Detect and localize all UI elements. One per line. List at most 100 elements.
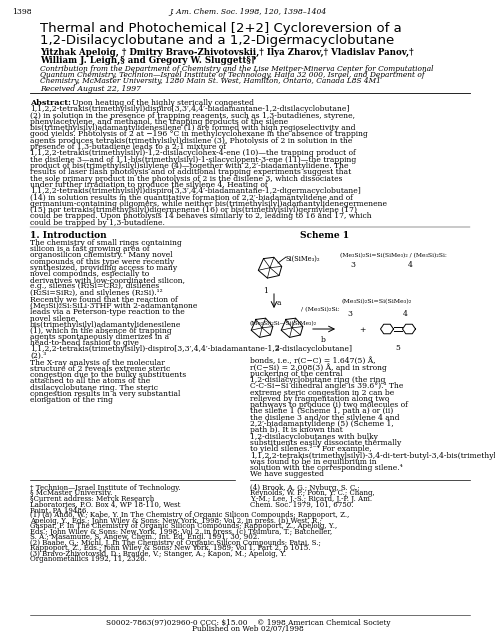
Text: 3: 3 <box>347 310 352 318</box>
Text: 1398: 1398 <box>12 8 32 16</box>
Text: path b). It is known that: path b). It is known that <box>250 426 343 435</box>
Text: William J. Leigh,§ and Gregory W. Sluggett§⁋: William J. Leigh,§ and Gregory W. Slugge… <box>40 56 256 65</box>
Text: results of laser flash photolysis and of additional trapping experiments suggest: results of laser flash photolysis and of… <box>30 168 351 176</box>
Text: (Me₃Si)₂Si=Si(SiMe₃)₂ / (Me₃Si)₂Si:: (Me₃Si)₂Si=Si(SiMe₃)₂ / (Me₃Si)₂Si: <box>340 253 447 258</box>
Text: Recently we found that the reaction of: Recently we found that the reaction of <box>30 296 178 304</box>
Text: Si(SiMe₃)₂: Si(SiMe₃)₂ <box>286 255 320 263</box>
Text: good yields. Photolysis of 2 at −196 °C in methylcyclohexane in the absence of t: good yields. Photolysis of 2 at −196 °C … <box>30 131 368 138</box>
Text: extreme steric congestion in 2 can be: extreme steric congestion in 2 can be <box>250 388 394 397</box>
Text: (1), which in the absence of trapping: (1), which in the absence of trapping <box>30 327 172 335</box>
Text: 1,1,2,2-tetrakis(trimethylsilyl)-3,4-di-tert-butyl-3,4-bis(trimethylsilyloxy)-1,: 1,1,2,2-tetrakis(trimethylsilyl)-3,4-di-… <box>250 451 495 460</box>
Text: r(C−Si) = 2.008(3) Å, and in strong: r(C−Si) = 2.008(3) Å, and in strong <box>250 364 387 372</box>
Text: synthesized, providing access to many: synthesized, providing access to many <box>30 264 177 272</box>
Text: bis(trimethylsilyl)adamantylidenesilene (1) are formed with high regioselectivit: bis(trimethylsilyl)adamantylidenesilene … <box>30 124 355 132</box>
Text: could be trapped by 1,3-butadiene.: could be trapped by 1,3-butadiene. <box>30 219 165 227</box>
Text: We have suggested: We have suggested <box>250 470 324 479</box>
Text: pathways to produce (i) two molecules of: pathways to produce (i) two molecules of <box>250 401 408 409</box>
Text: § McMaster University.: § McMaster University. <box>30 489 112 497</box>
Text: 1,1,2,2-tetrakis(trimethylsilyl)dispiro[3,3′,4,4′-biadamantane-1,2-disilacyclobu: 1,1,2,2-tetrakis(trimethylsilyl)dispiro[… <box>30 106 349 113</box>
Text: Upon heating of the highly sterically congested: Upon heating of the highly sterically co… <box>72 99 254 107</box>
Text: (R₂Si=SiR₂), and silylenes (R₂Si).¹²: (R₂Si=SiR₂), and silylenes (R₂Si).¹² <box>30 289 163 296</box>
Text: (Me₃Si)₂Si=Si(SiMe₃)₂: (Me₃Si)₂Si=Si(SiMe₃)₂ <box>342 299 412 304</box>
Text: 4: 4 <box>402 310 407 318</box>
Text: C-C-Si−Si dihedral angle is 39.6°).³ The: C-C-Si−Si dihedral angle is 39.6°).³ The <box>250 382 403 390</box>
Text: Abstract:: Abstract: <box>30 99 71 107</box>
Text: head-to-head fashion to give: head-to-head fashion to give <box>30 339 139 347</box>
Text: +: + <box>359 326 365 334</box>
Text: attached to all the atoms of the: attached to all the atoms of the <box>30 378 150 385</box>
Text: 1,2-disilacyclobutanes with bulky: 1,2-disilacyclobutanes with bulky <box>250 433 378 440</box>
Text: §Current address: Merck Research: §Current address: Merck Research <box>30 495 154 502</box>
Text: 2,2′-biadamantylidene (5) (Scheme 1,: 2,2′-biadamantylidene (5) (Scheme 1, <box>250 420 394 428</box>
Text: the silene 1 (Scheme 1, path a) or (ii): the silene 1 (Scheme 1, path a) or (ii) <box>250 408 393 415</box>
Text: Published on Web 02/07/1998: Published on Web 02/07/1998 <box>192 625 304 633</box>
Text: structure of 2 reveals extreme steric: structure of 2 reveals extreme steric <box>30 365 170 373</box>
Text: Received August 22, 1997: Received August 22, 1997 <box>40 85 141 93</box>
Text: S. A.; Masamune, S. Angew. Chem., Int. Ed. Engl. 1991, 30, 902.: S. A.; Masamune, S. Angew. Chem., Int. E… <box>30 533 259 541</box>
Text: (2).³: (2).³ <box>30 351 46 360</box>
Text: (Me₃Si)₂Si—Si(SiMe₃)₂: (Me₃Si)₂Si—Si(SiMe₃)₂ <box>250 321 317 326</box>
Text: The X-ray analysis of the molecular: The X-ray analysis of the molecular <box>30 359 165 367</box>
Text: phenylacetylene, and methanol, the trapping products of the silene: phenylacetylene, and methanol, the trapp… <box>30 118 288 126</box>
Text: congestion results in a very substantial: congestion results in a very substantial <box>30 390 180 398</box>
Text: the sole primary product in the photolysis of 2 is the disilene 3, which dissoci: the sole primary product in the photolys… <box>30 175 343 182</box>
Text: Eds.; John Wiley & Sons: New York, 1998; Vol 2, in press. (c) Tsumura, T.; Batch: Eds.; John Wiley & Sons: New York, 1998;… <box>30 528 332 536</box>
Text: relieved by fragmentation along two: relieved by fragmentation along two <box>250 395 390 403</box>
Text: J. Am. Chem. Soc. 1998, 120, 1398–1404: J. Am. Chem. Soc. 1998, 120, 1398–1404 <box>169 8 327 16</box>
Text: congestion due to the bulky substituents: congestion due to the bulky substituents <box>30 371 186 379</box>
Text: compounds of this type were recently: compounds of this type were recently <box>30 258 174 266</box>
Text: agents spontaneously dimerizes in a: agents spontaneously dimerizes in a <box>30 333 169 341</box>
Text: Reynolds, W. P.; Poon, Y. C.; Chang,: Reynolds, W. P.; Poon, Y. C.; Chang, <box>250 489 375 497</box>
Text: Yitzhak Apeloig, † Dmitry Bravo-Zhivotovskii,† Ilya Zharov,† Vladislav Panov,†: Yitzhak Apeloig, † Dmitry Bravo-Zhivotov… <box>40 48 414 57</box>
Text: product of bis(trimethylsilyl)silylene (4)—together with 2,2′-biadamantylidene. : product of bis(trimethylsilyl)silylene (… <box>30 162 348 170</box>
Text: organosilicon chemistry.¹ Many novel: organosilicon chemistry.¹ Many novel <box>30 252 173 259</box>
Text: substituents easily dissociate thermally: substituents easily dissociate thermally <box>250 439 401 447</box>
Text: Contribution from the Department of Chemistry and the Lise Meitner-Minerva Cente: Contribution from the Department of Chem… <box>40 65 434 73</box>
Text: (2) in solution in the presence of trapping reagents, such as 1,3-butadienes, st: (2) in solution in the presence of trapp… <box>30 111 355 120</box>
Text: elongation of the ring: elongation of the ring <box>30 396 113 404</box>
Text: novel compounds, especially to: novel compounds, especially to <box>30 270 149 278</box>
Text: Quantum Chemistry, Technion—Israel Institute of Technology, Haifa 32 000, Israel: Quantum Chemistry, Technion—Israel Insti… <box>40 71 425 79</box>
Text: 2: 2 <box>275 344 280 352</box>
Text: could be trapped. Upon photolysis 14 behaves similarly to 2, leading to 16 and 1: could be trapped. Upon photolysis 14 beh… <box>30 212 372 220</box>
Text: 1,2-disilacyclobutane ring (the ring: 1,2-disilacyclobutane ring (the ring <box>250 376 386 384</box>
Text: Organometallics 1992, 11, 2326.: Organometallics 1992, 11, 2326. <box>30 556 147 563</box>
Text: puckering of the central: puckering of the central <box>250 370 343 378</box>
Text: bis(trimethylsilyl)adamantylidenesilene: bis(trimethylsilyl)adamantylidenesilene <box>30 321 181 328</box>
Text: (2) Baabe, G.; Michl, J. In The Chemistry of Organic Silicon Compounds; Patai, S: (2) Baabe, G.; Michl, J. In The Chemistr… <box>30 539 321 547</box>
Text: S0002-7863(97)02960-0 CCC: $15.00    © 1998 American Chemical Society: S0002-7863(97)02960-0 CCC: $15.00 © 1998… <box>106 619 390 627</box>
Text: 1,1,2,2-tetrakis(trimethylsilyl)-dispiro[3,3′,4,4′-biadamantane-1,2-disilacyclob: 1,1,2,2-tetrakis(trimethylsilyl)-dispiro… <box>30 346 352 353</box>
Text: was found to be in equilibrium in: was found to be in equilibrium in <box>250 458 377 466</box>
Text: Laboratories, P.O. Box 4, WP 18-110, West: Laboratories, P.O. Box 4, WP 18-110, Wes… <box>30 500 180 508</box>
Text: (1) (a) Ando, W.; Kabe, Y. In The Chemistry of Organic Silicon Compounds; Rappop: (1) (a) Ando, W.; Kabe, Y. In The Chemis… <box>30 511 349 519</box>
Text: 1,1,2,2-tetrakis(trimethylsilyl)dispiro[3,3′,4,4′-biadamantane-1,2-digermacyclob: 1,1,2,2-tetrakis(trimethylsilyl)dispiro[… <box>30 188 361 195</box>
Text: Gaspar, P. In The Chemistry of Organic Silicon Compounds; Rappoport, Z., Apeloig: Gaspar, P. In The Chemistry of Organic S… <box>30 522 337 530</box>
Text: † Technion—Israel Institute of Technology.: † Technion—Israel Institute of Technolog… <box>30 484 181 492</box>
Text: 1,1,2,2-tetrakis(trimethylsilyl)-1,2-disilacyclohex-4-ene (10)—the trapping prod: 1,1,2,2-tetrakis(trimethylsilyl)-1,2-dis… <box>30 149 356 157</box>
Text: Rappoport, Z., Eds.; John Wiley & Sons: New York, 1989; Vol 1, Part 2, p 1015.: Rappoport, Z., Eds.; John Wiley & Sons: … <box>30 544 310 552</box>
Text: Y.-M.; Lee, J.-S.; Ricard, J.-P. J. Am.: Y.-M.; Lee, J.-S.; Ricard, J.-P. J. Am. <box>250 495 372 502</box>
Text: silicon is a fast growing area of: silicon is a fast growing area of <box>30 245 149 253</box>
Text: to yield silenes.²⁻⁴ For example,: to yield silenes.²⁻⁴ For example, <box>250 445 372 453</box>
Text: the disilene 3—and of 1,1-bis(trimethylsilyl)-1-silacyclopent-3-ene (11)—the tra: the disilene 3—and of 1,1-bis(trimethyls… <box>30 156 356 164</box>
Text: Apeloig, Y., Eds.; John Wiley & Sons: New York, 1998; Vol 2, in press. (b) West,: Apeloig, Y., Eds.; John Wiley & Sons: Ne… <box>30 516 322 525</box>
Text: (14) in solution results in the quantitative formation of 2,2′-biadamantylidene : (14) in solution results in the quantita… <box>30 193 353 202</box>
Text: 1. Introduction: 1. Introduction <box>30 231 106 240</box>
Text: / (Me₃Si)₂Si:: / (Me₃Si)₂Si: <box>301 307 340 312</box>
Text: bonds, i.e., r(C−C) = 1.647(5) Å,: bonds, i.e., r(C−C) = 1.647(5) Å, <box>250 357 376 365</box>
Text: (3) Bravo-Zhivotovski, D.; Braude, V.; Stanger, A.; Kapon, M.; Apeloig, Y.: (3) Bravo-Zhivotovski, D.; Braude, V.; S… <box>30 550 286 557</box>
Text: Point, PA 19486.: Point, PA 19486. <box>30 506 89 514</box>
Text: the disilene 3 and/or the silylene 4 and: the disilene 3 and/or the silylene 4 and <box>250 413 399 422</box>
Text: The chemistry of small rings containing: The chemistry of small rings containing <box>30 239 182 247</box>
Text: 1: 1 <box>263 287 268 295</box>
Text: derivatives with low-coordinated silicon,: derivatives with low-coordinated silicon… <box>30 276 185 284</box>
Text: 1,2-Disilacyclobutane and a 1,2-Digermacyclobutane: 1,2-Disilacyclobutane and a 1,2-Digermac… <box>40 34 394 47</box>
Text: solution with the corresponding silene.⁴: solution with the corresponding silene.⁴ <box>250 464 403 472</box>
Text: Chemistry, McMaster University, 1280 Main St. West, Hamilton, Ontario, Canada L8: Chemistry, McMaster University, 1280 Mai… <box>40 77 381 85</box>
Text: 4: 4 <box>408 261 413 269</box>
Text: a: a <box>277 299 282 307</box>
Text: presence of 1,3-butadiene leads to a 2:1 mixture of: presence of 1,3-butadiene leads to a 2:1… <box>30 143 226 151</box>
Text: (15) nor tetrakis(trimethylsilyl)digermenene (16) or bis(trimethylsilyl)germylen: (15) nor tetrakis(trimethylsilyl)digerme… <box>30 206 357 214</box>
Text: leads via a Peterson-type reaction to the: leads via a Peterson-type reaction to th… <box>30 308 185 316</box>
Text: Scheme 1: Scheme 1 <box>300 231 349 240</box>
